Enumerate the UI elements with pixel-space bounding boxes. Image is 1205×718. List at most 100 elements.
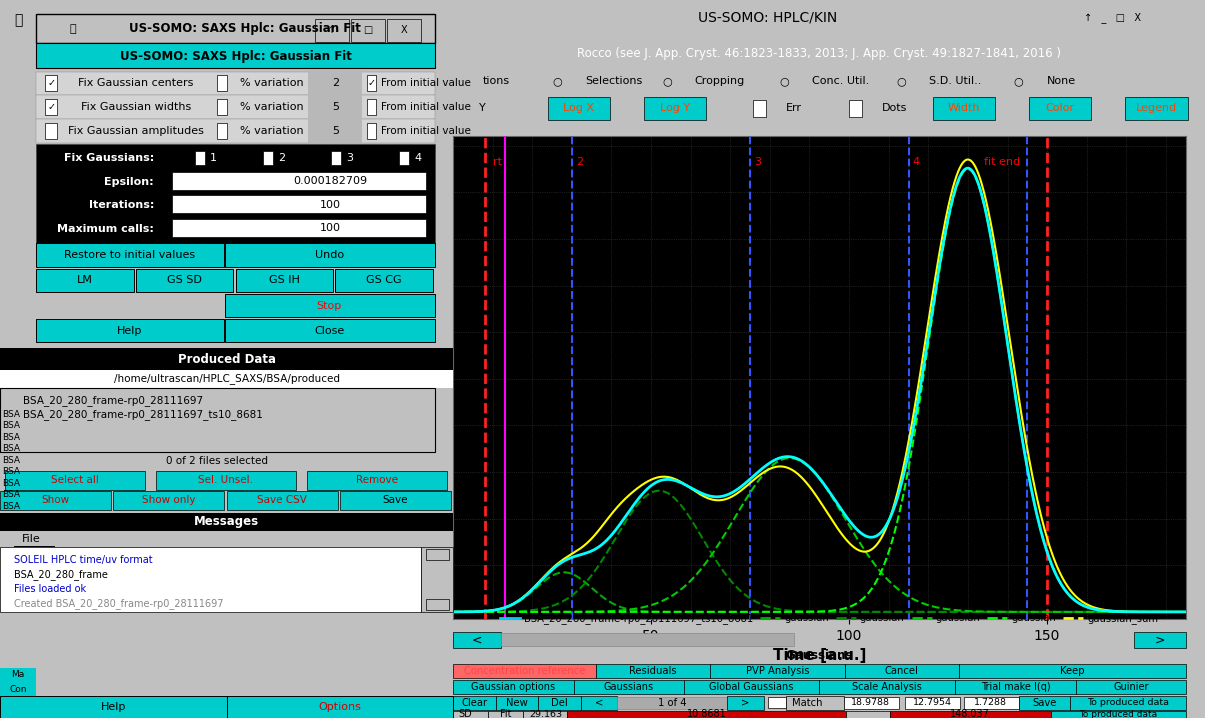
- Bar: [36, 119, 435, 143]
- Bar: [224, 243, 435, 267]
- Text: % variation: % variation: [240, 78, 304, 88]
- Bar: [710, 664, 845, 679]
- Text: BSA: BSA: [2, 490, 20, 499]
- Bar: [399, 151, 408, 165]
- Bar: [684, 680, 819, 694]
- Text: Fix Gaussian amplitudes: Fix Gaussian amplitudes: [67, 126, 204, 136]
- Bar: [217, 75, 227, 91]
- Bar: [36, 72, 435, 95]
- Text: Close: Close: [315, 326, 345, 335]
- Text: BSA_20_280_frame-rp0_28111697_ts10_8681: BSA_20_280_frame-rp0_28111697_ts10_8681: [23, 409, 263, 421]
- Bar: [954, 680, 1076, 694]
- Bar: [217, 99, 227, 115]
- Text: Match: Match: [793, 698, 823, 708]
- Bar: [453, 696, 495, 710]
- Bar: [172, 219, 425, 237]
- Bar: [768, 697, 787, 709]
- Bar: [547, 97, 610, 120]
- Text: Selections: Selections: [584, 77, 642, 86]
- Text: Undo: Undo: [315, 251, 343, 260]
- Text: Scale Analysis: Scale Analysis: [852, 682, 922, 692]
- Bar: [316, 19, 349, 42]
- Text: 100: 100: [321, 200, 341, 210]
- Bar: [308, 70, 363, 95]
- Text: ✓: ✓: [47, 78, 55, 88]
- Text: BSA_20_280_frame: BSA_20_280_frame: [13, 569, 107, 580]
- Text: BSA: BSA: [2, 421, 20, 430]
- Bar: [425, 599, 448, 610]
- Text: 2: 2: [278, 153, 286, 163]
- Text: Dots: Dots: [882, 103, 907, 113]
- Text: >: >: [741, 698, 750, 708]
- Text: 4: 4: [415, 153, 422, 163]
- Text: 1.7288: 1.7288: [975, 699, 1007, 707]
- Text: ↑: ↑: [328, 25, 336, 35]
- Text: ✓: ✓: [368, 78, 376, 88]
- Text: Fix Gaussians:: Fix Gaussians:: [64, 153, 154, 163]
- Text: 10.8681: 10.8681: [687, 709, 727, 718]
- Text: ○: ○: [552, 77, 562, 86]
- Bar: [0, 348, 453, 370]
- Bar: [172, 195, 425, 213]
- Bar: [1070, 696, 1186, 710]
- Text: 3: 3: [754, 157, 762, 167]
- Text: ↑   _   □   X: ↑ _ □ X: [1084, 12, 1141, 23]
- Text: Color: Color: [1046, 103, 1075, 113]
- Bar: [959, 664, 1186, 679]
- Bar: [581, 696, 617, 710]
- Text: 1: 1: [210, 153, 217, 163]
- Text: PVP Analysis: PVP Analysis: [746, 666, 809, 676]
- Text: Remove: Remove: [355, 475, 398, 485]
- Bar: [227, 696, 453, 718]
- Text: Width: Width: [947, 103, 980, 113]
- Text: □: □: [364, 25, 372, 35]
- Text: 29.163: 29.163: [529, 710, 562, 718]
- Text: Cropping: Cropping: [695, 77, 745, 86]
- Text: Iterations:: Iterations:: [89, 200, 154, 210]
- Text: Gaussians: Gaussians: [786, 649, 853, 662]
- Bar: [0, 513, 453, 531]
- Bar: [495, 696, 539, 710]
- Text: 4: 4: [912, 157, 919, 167]
- Bar: [0, 0, 453, 39]
- Text: Conc. Util.: Conc. Util.: [812, 77, 869, 86]
- Text: Guinier: Guinier: [1113, 682, 1148, 692]
- Text: BSA: BSA: [2, 479, 20, 488]
- Text: 0 of 2 files selected: 0 of 2 files selected: [166, 456, 269, 466]
- Bar: [1076, 680, 1186, 694]
- Text: ✓: ✓: [47, 102, 55, 112]
- Text: 100: 100: [321, 223, 341, 233]
- Text: 18.9788: 18.9788: [851, 699, 890, 707]
- Bar: [5, 471, 145, 490]
- Text: % variation: % variation: [240, 126, 304, 136]
- Text: Messages: Messages: [194, 516, 259, 528]
- Text: Err: Err: [786, 103, 801, 113]
- Text: Save: Save: [1033, 698, 1057, 708]
- Text: Log X: Log X: [563, 103, 594, 113]
- Bar: [224, 319, 435, 342]
- Text: Options: Options: [318, 702, 362, 712]
- Text: Con: Con: [10, 685, 27, 694]
- Bar: [368, 75, 376, 91]
- Bar: [340, 491, 451, 510]
- Bar: [36, 14, 435, 43]
- Text: Restore to initial values: Restore to initial values: [64, 251, 195, 260]
- Bar: [335, 269, 433, 292]
- Bar: [36, 319, 224, 342]
- Text: Cancel: Cancel: [884, 666, 918, 676]
- Text: GS SD: GS SD: [167, 276, 202, 285]
- Text: Clear: Clear: [462, 698, 487, 708]
- Text: BSA: BSA: [2, 467, 20, 476]
- Text: SOLEIL HPLC time/uv format: SOLEIL HPLC time/uv format: [13, 555, 152, 565]
- Text: New: New: [506, 698, 528, 708]
- Bar: [155, 471, 296, 490]
- Text: Save CSV: Save CSV: [257, 495, 307, 505]
- Text: BSA: BSA: [2, 502, 20, 510]
- Bar: [224, 294, 435, 317]
- Bar: [351, 19, 386, 42]
- Text: S.D. Util..: S.D. Util..: [929, 77, 982, 86]
- Text: Sel. Unsel.: Sel. Unsel.: [199, 475, 253, 485]
- Bar: [113, 491, 224, 510]
- Bar: [195, 151, 205, 165]
- Bar: [0, 547, 422, 612]
